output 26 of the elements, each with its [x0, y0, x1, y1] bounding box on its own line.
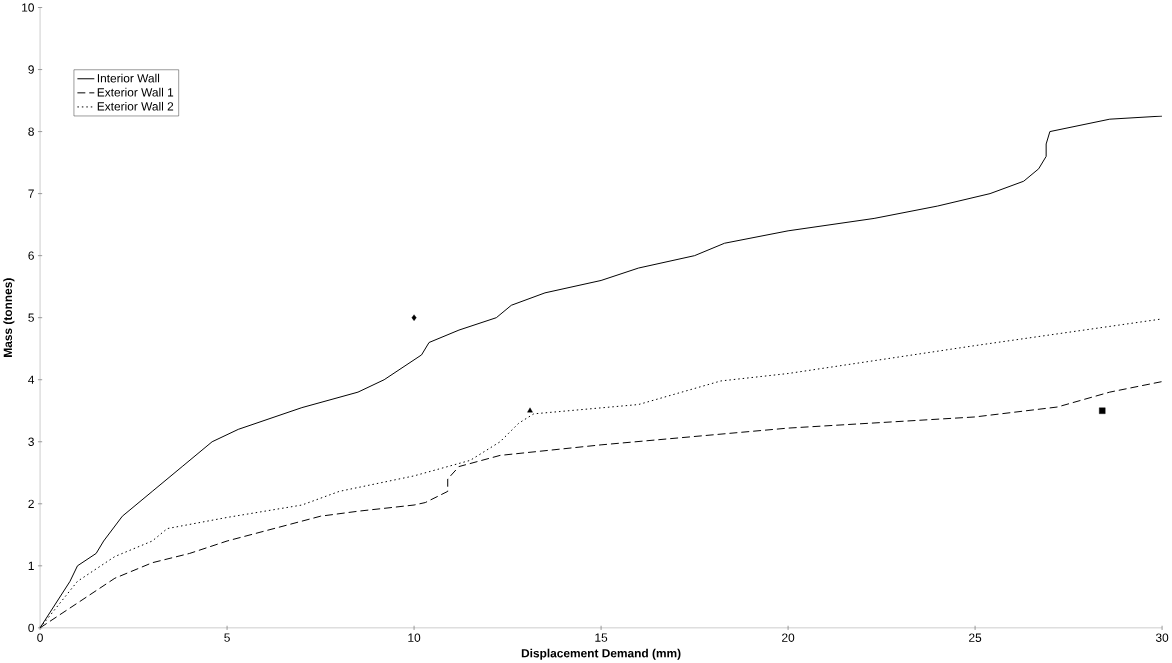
y-tick-label: 10 — [22, 3, 34, 12]
legend-label: Exterior Wall 2 — [97, 101, 174, 111]
point — [411, 314, 417, 321]
y-tick-label: 6 — [28, 251, 34, 260]
y-tick-label: 0 — [28, 623, 34, 633]
x-tick-label: 30 — [1155, 633, 1169, 642]
x-tick-label: 25 — [969, 633, 982, 642]
y-tick-label: 8 — [28, 127, 34, 136]
legend-label: Interior Wall — [97, 73, 160, 83]
x-tick-label: 15 — [595, 633, 608, 642]
y-tick-label: 1 — [28, 561, 34, 570]
x-tick-label: 10 — [408, 633, 421, 642]
legend-label: Exterior Wall 1 — [97, 87, 174, 97]
y-tick-label: 4 — [28, 375, 35, 384]
x-axis-title: Displacement Demand (mm) — [521, 648, 681, 660]
y-tick-label: 5 — [28, 313, 34, 322]
y-axis-title: Mass (tonnes) — [3, 278, 15, 357]
point — [527, 407, 533, 413]
x-tick-label: 5 — [224, 633, 230, 642]
y-tick-label: 9 — [28, 65, 34, 74]
x-tick-label: 0 — [37, 633, 43, 642]
y-tick-label: 7 — [28, 189, 34, 198]
x-tick-label: 20 — [782, 633, 795, 642]
y-tick-label: 3 — [28, 437, 34, 446]
point — [1099, 407, 1106, 414]
y-tick-label: 2 — [28, 499, 34, 508]
